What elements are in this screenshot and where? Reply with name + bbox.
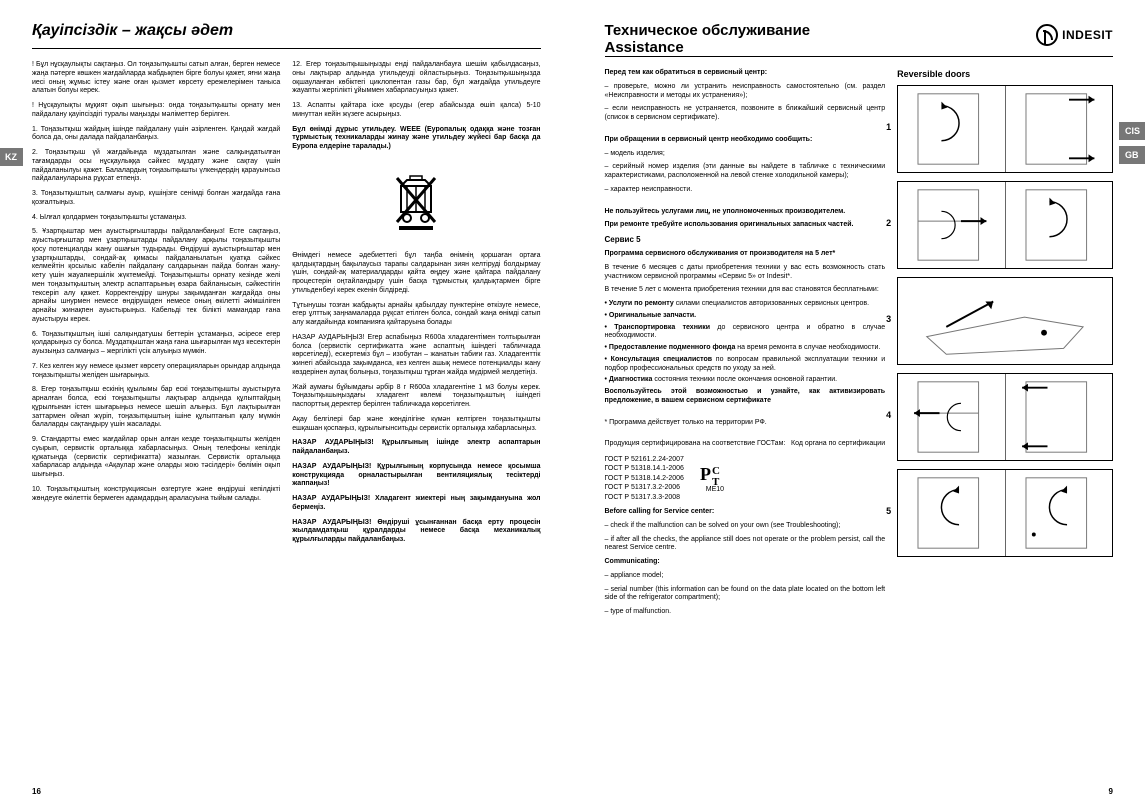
heading: Перед тем как обратиться в сервисный цен…	[605, 69, 886, 78]
gost: ГОСТ Р 51318.14.2-2006	[605, 474, 684, 483]
para: 5. Ұзартқыштар мен ауыстырғыштарды пайда…	[32, 228, 280, 324]
para: 6. Тоңазытқыштың ішкі салқындатушы бетте…	[32, 331, 280, 357]
footnote: * Программа действует только на территор…	[605, 419, 886, 428]
cert-mark: P C T МЕ10	[698, 462, 732, 495]
left-column-2: 12. Егер тоңазытқышыңызды енді пайдаланб…	[292, 61, 540, 551]
gost: ГОСТ Р 51317.3.3-2008	[605, 493, 684, 502]
list-item: Транспортировка техники до сервисного це…	[605, 324, 886, 342]
brand-icon	[1036, 24, 1058, 46]
list-item: Консультация специалистов по вопросам пр…	[605, 356, 886, 374]
diagram-3: 3	[897, 277, 1113, 365]
para: 13. Аспапты қайтара іске қосуды (егер аб…	[292, 102, 540, 120]
para: – check if the malfunction can be solved…	[605, 522, 886, 531]
svg-text:P: P	[700, 464, 711, 484]
para: – если неисправность не устраняется, поз…	[605, 105, 886, 123]
para: Ақау белгілері бар және жөнділігіне күмә…	[292, 416, 540, 434]
weee-icon	[386, 162, 446, 242]
warn: Не пользуйтесь услугами лиц, не уполномо…	[605, 208, 886, 217]
para: НАЗАР АУДАРЫҢЫЗ! Құрылғының ішінде элект…	[292, 439, 540, 457]
brand-text: INDESIT	[1062, 28, 1113, 42]
step-number: 4	[886, 410, 891, 420]
heading: При обращении в сервисный центр необходи…	[605, 136, 886, 145]
list-item: Предоставление подменного фонда на время…	[605, 344, 886, 353]
service5-title: Сервис 5	[605, 235, 886, 245]
gost: ГОСТ Р 51318.14.1-2006	[605, 464, 684, 473]
warn: При ремонте требуйте использования ориги…	[605, 221, 886, 230]
para: НАЗАР АУДАРЫҢЫЗ! Өндіруші ұсынғаннан бас…	[292, 519, 540, 545]
para: – serial number (this information can be…	[605, 586, 886, 604]
cert-code: МЕ10	[706, 486, 724, 493]
para: Жай аумағы бұйымдағы әрбір 8 г R600a хла…	[292, 384, 540, 410]
para: ! Бұл нұсқаулықты сақтаңыз. Ол тоңазытқы…	[32, 61, 280, 96]
service5-list: Услуги по ремонту силами специалистов ав…	[605, 300, 886, 385]
list-item: Услуги по ремонту силами специалистов ав…	[605, 300, 886, 309]
step-number: 3	[886, 314, 891, 324]
gost-list: ГОСТ Р 52161.2.24-2007 ГОСТ Р 51318.14.1…	[605, 455, 684, 502]
heading: Communicating:	[605, 558, 886, 567]
para: – appliance model;	[605, 572, 886, 581]
para: В течение 5 лет с момента приобретения т…	[605, 286, 886, 295]
para: 7. Кез келген жуу немесе қызмет көрсету …	[32, 363, 280, 381]
cert-heading: Продукция сертифицирована на соответстви…	[605, 440, 786, 449]
para: Бұл өнімді дұрыс утильдеу. WEEE (Еуропал…	[292, 126, 540, 152]
para: – if after all the checks, the appliance…	[605, 536, 886, 554]
para: 12. Егер тоңазытқышыңызды енді пайдаланб…	[292, 61, 540, 96]
para: 1. Тоңазытқыш жайдың ішінде пайдалану үш…	[32, 126, 280, 144]
para: 2. Тоңазытқыш үй жағдайында мұздатылған …	[32, 149, 280, 184]
lang-tab-gb: GB	[1119, 146, 1145, 164]
para: НАЗАР АУДАРЫҢЫЗ! Құрылғының корпусында н…	[292, 463, 540, 489]
diagram-title: Reversible doors	[897, 69, 1113, 79]
para: – проверьте, можно ли устранить неисправ…	[605, 83, 886, 101]
step-number: 1	[886, 122, 891, 132]
para: В течение 6 месяцев с даты приобретения …	[605, 264, 886, 282]
title-rule	[605, 56, 1114, 57]
title-rule	[32, 48, 541, 49]
text-column: Перед тем как обратиться в сервисный цен…	[605, 69, 886, 622]
para: ! Нұсқаулықты мұқият оқып шығыңыз: онда …	[32, 102, 280, 120]
brand-logo: INDESIT	[1036, 24, 1113, 46]
gost: ГОСТ Р 52161.2.24-2007	[605, 455, 684, 464]
para: – модель изделия;	[605, 150, 886, 159]
diagram-4: 4	[897, 373, 1113, 461]
para: 9. Стандартты емес жағдайлар орын алған …	[32, 436, 280, 480]
step-number: 2	[886, 218, 891, 228]
heading: Before calling for Service center:	[605, 508, 886, 517]
list-item: Оригинальные запчасти.	[605, 312, 886, 321]
page-number: 9	[1109, 787, 1113, 796]
lang-tabs: CIS GB	[1119, 122, 1145, 164]
diagram-5: 5	[897, 469, 1113, 557]
diagram-column: Reversible doors 1	[897, 69, 1113, 622]
page-title-left: Қауіпсіздік – жақсы әдет	[32, 22, 541, 40]
para: – type of malfunction.	[605, 608, 886, 617]
gost: ГОСТ Р 51317.3.2-2006	[605, 483, 684, 492]
para: Воспользуйтесь этой возможностью и узнай…	[605, 388, 886, 406]
service5-sub: Программа сервисного обслуживания от про…	[605, 250, 886, 259]
para: 3. Тоңазытқыштың салмағы ауыр, күшіңізге…	[32, 190, 280, 208]
para: Тұтынушы тозған жабдықты арнайы қабылдау…	[292, 302, 540, 328]
cert-heading: Код органа по сертификации	[791, 440, 885, 449]
para: – характер неисправности.	[605, 186, 886, 195]
list-item: Диагностика состояния техники после окон…	[605, 376, 886, 385]
diagram-2: 2	[897, 181, 1113, 269]
para: 10. Тоңазытқыштың конструкциясын өзгерту…	[32, 486, 280, 504]
svg-text:T: T	[712, 476, 720, 486]
para: Өнімдегі немесе әдебиеттегі бұл таңба өн…	[292, 252, 540, 296]
para: – серийный номер изделия (эти данные вы …	[605, 163, 886, 181]
para: НАЗАР АУДАРЫҢЫЗ! Хладагент жиектері ның …	[292, 495, 540, 513]
para: 8. Егер тоңазытқыш ескінің құылымы бар е…	[32, 386, 280, 430]
para: НАЗАР АУДАРЫҢЫЗ! Егер аспабыңыз R600a хл…	[292, 334, 540, 378]
page-number: 16	[32, 787, 41, 796]
lang-tab-kz: KZ	[0, 148, 23, 166]
lang-tab-cis: CIS	[1119, 122, 1145, 140]
step-number: 5	[886, 506, 891, 516]
para: 4. Ылғал қолдармен тоңазытқышты ұстамаңы…	[32, 214, 280, 223]
diagram-1: 1	[897, 85, 1113, 173]
left-column-1: ! Бұл нұсқаулықты сақтаңыз. Ол тоңазытқы…	[32, 61, 280, 551]
